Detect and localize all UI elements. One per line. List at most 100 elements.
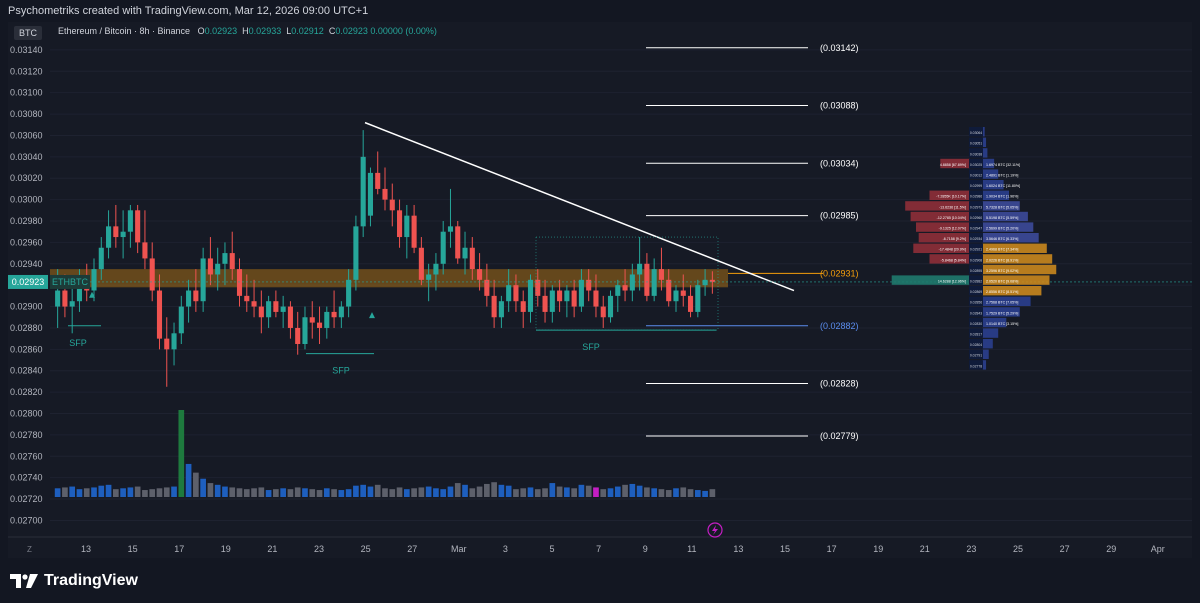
candle-body [513, 285, 519, 302]
profile-down-bar [918, 233, 970, 243]
profile-down-bar [891, 275, 970, 285]
candle-body [520, 301, 526, 312]
profile-price-cell [969, 317, 983, 328]
candle-body [120, 231, 126, 238]
candle-body [695, 285, 701, 312]
profile-up-bar [982, 211, 1028, 222]
volume-bar [396, 487, 403, 497]
candle-body [164, 338, 170, 350]
volume-bar [367, 486, 374, 497]
candle-body [491, 295, 497, 318]
candle-body [680, 290, 686, 296]
candle-body [658, 269, 664, 280]
y-tick-label: 0.02820 [10, 387, 43, 397]
volume-bar [200, 478, 206, 497]
y-tick-label: 0.02740 [10, 473, 43, 483]
profile-up-label: 2.7568 BTC [7.05%] [986, 301, 1018, 305]
volume-bar [556, 486, 563, 497]
candle-body [651, 269, 657, 296]
volume-bar [694, 490, 701, 497]
profile-price-label: 0.02817 [970, 333, 982, 337]
volume-bar [251, 488, 257, 497]
volume-bar [600, 489, 607, 497]
volume-bar [389, 489, 396, 497]
volume-bar [593, 487, 599, 497]
profile-price-label: 0.03038 [970, 152, 982, 156]
profile-down-bar [929, 190, 970, 200]
volume-bar [629, 483, 636, 497]
x-tick-label: 27 [407, 544, 417, 554]
profile-up-label: 5.7328 BTC [5.05%] [986, 205, 1018, 209]
candle-body [586, 279, 592, 291]
legend-symbol: Ethereum / Bitcoin · 8h · Binance [58, 26, 191, 36]
profile-up-bar [982, 201, 1020, 211]
volume-bar [229, 487, 236, 497]
candle-body [477, 269, 483, 280]
candle-body [280, 306, 286, 312]
marker-triangle [89, 291, 95, 298]
profile-price-label: 0.02934 [970, 237, 982, 241]
y-tick-label: 0.02900 [10, 302, 43, 312]
profile-price-label: 0.02869 [970, 290, 982, 294]
profile-up-label: 2.8556 BTC [8.51%] [986, 290, 1018, 294]
candle-body [309, 317, 315, 323]
tradingview-logo[interactable]: TradingView [10, 572, 138, 590]
profile-down-label: 4.8858 [67.89%] [940, 163, 966, 167]
chart-area[interactable]: 0.03140 0.03120 0.03100 0.03080 0.03060 0.030… [8, 22, 1192, 558]
descending-trendline [364, 121, 795, 292]
sfp-label: SFP [582, 342, 600, 352]
volume-bar [425, 486, 432, 497]
y-tick-label: 0.02700 [10, 515, 43, 525]
profile-up-bar [982, 233, 1039, 243]
y-tick-label: 0.03000 [10, 195, 43, 205]
price-level-label: (0.02828) [820, 379, 859, 389]
profile-up-bar [982, 190, 1009, 200]
profile-price-cell [969, 158, 983, 169]
volume-bar [302, 488, 308, 497]
profile-price-cell [969, 296, 983, 306]
volume-bar [614, 486, 621, 497]
volume-bar [149, 489, 156, 497]
candle-body [622, 285, 628, 291]
profile-price-label: 0.02947 [970, 227, 982, 231]
profile-up-bar [982, 360, 987, 370]
volume-bar [687, 489, 694, 497]
profile-up-label: 3.5646 BTC [6.33%] [986, 237, 1018, 241]
volume-bar [636, 485, 643, 497]
marker-triangle [369, 312, 375, 319]
candle-body [178, 306, 184, 334]
volume-bar [236, 488, 243, 497]
volume-bar [527, 487, 534, 497]
volume-bar [214, 484, 221, 497]
profile-up-bar [982, 243, 1047, 253]
profile-up-bar [982, 158, 995, 169]
volume-bar [91, 487, 97, 497]
volume-bar [658, 489, 665, 497]
profile-up-label: 1.7529 BTC [5.29%] [986, 311, 1018, 315]
candle-body [76, 279, 83, 302]
candle-body [375, 172, 381, 189]
profile-up-bar [982, 349, 989, 359]
y-tick-label: 0.02880 [10, 323, 43, 333]
profile-price-label: 0.02804 [970, 343, 982, 347]
currency-badge[interactable]: BTC [14, 26, 42, 40]
profile-price-cell [969, 137, 983, 147]
legend-open-label: O [197, 26, 205, 36]
profile-price-cell [969, 275, 983, 285]
volume-bar [142, 490, 148, 497]
candle-body [455, 226, 461, 259]
volume-bar [454, 483, 461, 497]
price-chart[interactable]: 0.03140 0.03120 0.03100 0.03080 0.03060 0.030… [8, 22, 1192, 558]
volume-bar [491, 482, 497, 497]
profile-up-label: 2.0520 BTC [9.08%] [986, 280, 1018, 284]
profile-down-label: -17.4848 [20.9%] [939, 248, 966, 252]
candle-body [273, 301, 279, 312]
zoom-button[interactable]: Z [27, 545, 32, 554]
volume-bar [498, 484, 505, 497]
profile-down-bar [905, 201, 970, 211]
candle-body [69, 301, 75, 307]
range-box [535, 236, 719, 331]
volume-bar [316, 490, 323, 497]
profile-price-cell [969, 190, 983, 200]
x-tick-label: 19 [221, 544, 231, 554]
